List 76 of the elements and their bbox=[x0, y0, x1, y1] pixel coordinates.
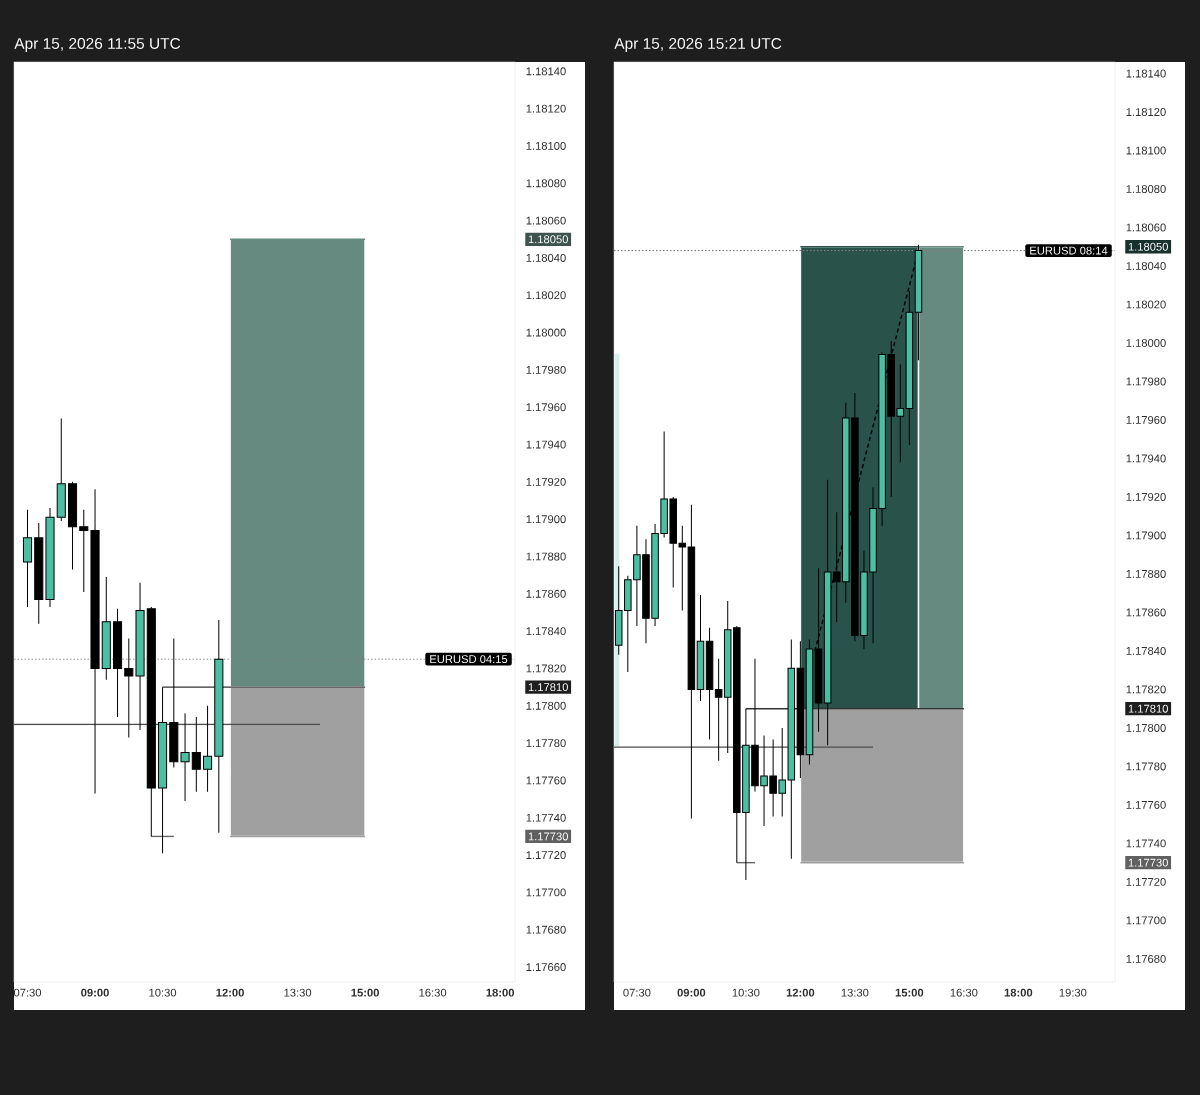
y-tick-label: 1.18020 bbox=[1126, 300, 1166, 309]
annotation: EURUSD 08:14 bbox=[1030, 246, 1108, 255]
y-tick-label: 1.17900 bbox=[526, 515, 566, 524]
y-tick-label: 1.17740 bbox=[526, 813, 566, 822]
y-tick-label: 1.17960 bbox=[526, 403, 566, 412]
y-tick-label: 1.17680 bbox=[526, 925, 566, 934]
y-tick-label: 1.18100 bbox=[1126, 146, 1166, 155]
y-tick-label: 1.18020 bbox=[526, 291, 566, 300]
y-tick-label: 1.17840 bbox=[526, 627, 566, 636]
x-tick-label: 07:30 bbox=[623, 988, 651, 997]
y-tick-label: 1.17920 bbox=[1126, 493, 1166, 501]
x-tick-label: 18:00 bbox=[486, 988, 515, 997]
y-tick-label: 1.18080 bbox=[526, 179, 566, 188]
y-tick-label: 1.17760 bbox=[1126, 800, 1166, 809]
y-tick-label: 1.17900 bbox=[1126, 531, 1166, 540]
y-tick-label: 1.18040 bbox=[526, 253, 566, 262]
chart-title: Apr 15, 2026 15:21 UTC bbox=[614, 37, 782, 52]
y-tick-label: 1.17980 bbox=[1126, 377, 1166, 386]
y-tick-label: 1.17760 bbox=[526, 776, 566, 785]
y-tick-label: 1.17960 bbox=[1126, 416, 1166, 424]
y-tick-label: 1.17840 bbox=[1126, 646, 1166, 655]
y-tick-label: 1.17820 bbox=[1126, 685, 1166, 694]
y-tick-label: 1.18040 bbox=[1126, 262, 1166, 270]
y-tick-label: 1.17700 bbox=[1126, 916, 1166, 925]
y-tick-label: 1.18060 bbox=[1126, 223, 1166, 232]
x-tick-label: 13:30 bbox=[841, 988, 869, 997]
x-tick-label: 16:30 bbox=[419, 988, 447, 997]
y-tick-label: 1.18120 bbox=[526, 104, 566, 113]
y-tick-label: 1.17810 bbox=[1128, 704, 1168, 713]
y-tick-label: 1.17680 bbox=[1126, 954, 1166, 963]
y-tick-label: 1.17880 bbox=[1126, 569, 1166, 578]
x-tick-label: 12:00 bbox=[786, 988, 815, 997]
y-tick-label: 1.18050 bbox=[1128, 242, 1168, 251]
y-tick-label: 1.17940 bbox=[526, 440, 566, 449]
x-tick-label: 09:00 bbox=[677, 988, 706, 997]
y-tick-label: 1.18000 bbox=[1126, 339, 1166, 347]
y-tick-label: 1.17720 bbox=[526, 851, 566, 860]
y-tick-label: 1.18050 bbox=[528, 235, 568, 244]
y-tick-label: 1.17980 bbox=[526, 365, 566, 374]
y-tick-label: 1.17660 bbox=[526, 963, 566, 972]
y-tick-label: 1.18000 bbox=[526, 328, 566, 337]
y-tick-label: 1.17700 bbox=[526, 888, 566, 897]
y-tick-label: 1.17730 bbox=[1128, 858, 1168, 867]
y-tick-label: 1.17920 bbox=[526, 477, 566, 486]
y-tick-label: 1.18100 bbox=[526, 141, 566, 150]
x-tick-label: 12:00 bbox=[216, 988, 244, 997]
y-tick-label: 1.17780 bbox=[526, 739, 566, 748]
x-tick-label: 16:30 bbox=[950, 988, 978, 997]
y-tick-label: 1.18140 bbox=[526, 67, 566, 76]
y-tick-label: 1.17740 bbox=[1126, 839, 1166, 848]
x-tick-label: 18:00 bbox=[1004, 988, 1033, 997]
y-tick-label: 1.18140 bbox=[1126, 69, 1166, 78]
y-tick-label: 1.17800 bbox=[526, 701, 566, 710]
x-tick-label: 13:30 bbox=[284, 988, 312, 997]
x-tick-label: 15:00 bbox=[351, 988, 379, 997]
y-tick-label: 1.17810 bbox=[528, 683, 568, 692]
x-tick-label: 19:30 bbox=[1059, 988, 1087, 997]
y-tick-label: 1.17860 bbox=[1126, 608, 1166, 617]
y-tick-label: 1.17820 bbox=[526, 664, 566, 673]
y-tick-label: 1.17940 bbox=[1126, 454, 1166, 463]
y-tick-label: 1.17800 bbox=[1126, 723, 1166, 732]
annotation: EURUSD 04:15 bbox=[430, 655, 508, 664]
y-tick-label: 1.17880 bbox=[526, 552, 566, 561]
y-tick-label: 1.18080 bbox=[1126, 185, 1166, 193]
chart-title: Apr 15, 2026 11:55 UTC bbox=[14, 37, 181, 52]
y-tick-label: 1.18120 bbox=[1126, 108, 1166, 116]
x-tick-label: 07:30 bbox=[13, 988, 42, 997]
y-tick-label: 1.17730 bbox=[528, 832, 568, 841]
x-tick-label: 10:30 bbox=[732, 988, 760, 997]
y-tick-label: 1.18060 bbox=[526, 216, 566, 225]
y-tick-label: 1.17780 bbox=[1126, 762, 1166, 771]
y-tick-label: 1.17860 bbox=[526, 589, 566, 598]
x-tick-label: 10:30 bbox=[149, 988, 177, 997]
x-tick-label: 15:00 bbox=[895, 988, 924, 997]
y-tick-label: 1.17720 bbox=[1126, 877, 1166, 886]
x-tick-label: 09:00 bbox=[81, 988, 109, 997]
